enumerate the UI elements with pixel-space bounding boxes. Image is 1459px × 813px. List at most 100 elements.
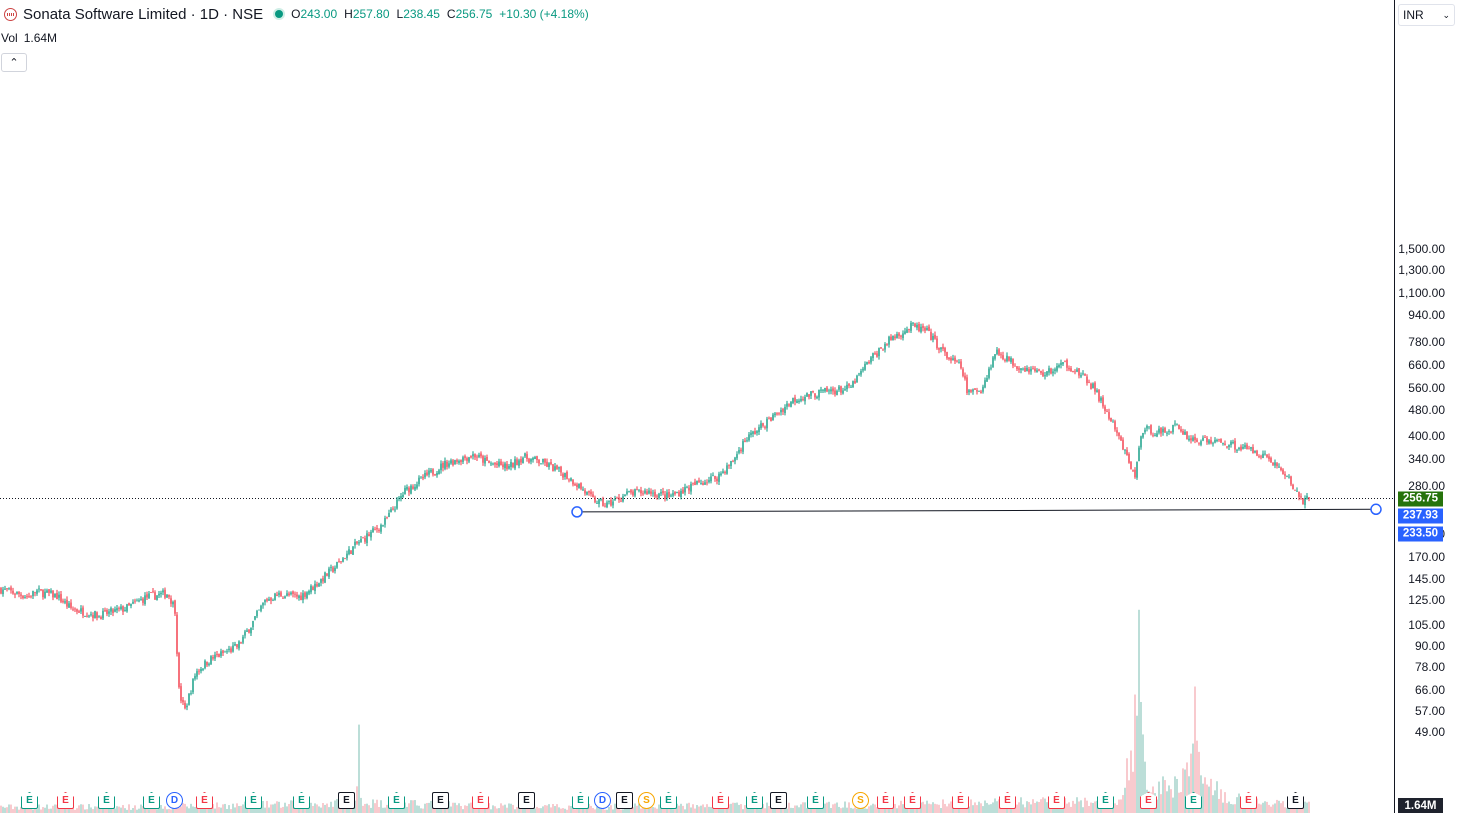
- candle-body: [142, 598, 144, 603]
- volume-bar: [164, 806, 166, 813]
- candle-body: [1224, 443, 1226, 446]
- earnings-marker-icon[interactable]: E: [660, 792, 677, 809]
- earnings-marker-icon[interactable]: E: [770, 792, 787, 809]
- volume-bar: [1228, 801, 1230, 813]
- candle-body: [970, 389, 972, 392]
- earnings-marker-icon[interactable]: E: [999, 792, 1016, 809]
- earnings-marker-icon[interactable]: E: [245, 792, 262, 809]
- candle-body: [1264, 453, 1266, 455]
- earnings-marker-icon[interactable]: E: [1140, 792, 1157, 809]
- volume-bar: [52, 805, 54, 813]
- price-chart[interactable]: [0, 0, 1394, 813]
- dividend-marker-icon[interactable]: D: [594, 792, 611, 809]
- volume-bar: [810, 808, 812, 813]
- earnings-marker-icon[interactable]: E: [196, 792, 213, 809]
- collapse-legend-button[interactable]: ⌃: [1, 53, 27, 72]
- dividend-marker-icon[interactable]: D: [166, 792, 183, 809]
- volume-bar: [564, 808, 566, 813]
- candle-body: [1250, 447, 1252, 449]
- candle-body: [612, 501, 614, 506]
- volume-bar: [288, 804, 290, 813]
- price-tick-label: 57.00: [1414, 703, 1445, 718]
- volume-bar: [1176, 778, 1178, 813]
- trend-line-end-handle[interactable]: [1370, 503, 1382, 516]
- volume-bar: [566, 809, 568, 813]
- earnings-marker-icon[interactable]: E: [1185, 792, 1202, 809]
- earnings-marker-icon[interactable]: E: [432, 792, 449, 809]
- candle-body: [768, 417, 770, 419]
- volume-bar: [490, 809, 492, 813]
- volume-bar: [220, 807, 222, 813]
- price-tick-label: 90.00: [1414, 639, 1445, 654]
- candle-body: [774, 413, 776, 416]
- earnings-marker-icon[interactable]: E: [572, 792, 589, 809]
- candle-body: [140, 599, 142, 600]
- earnings-marker-icon[interactable]: E: [388, 792, 405, 809]
- earnings-marker-icon[interactable]: E: [952, 792, 969, 809]
- trend-line[interactable]: [576, 508, 1377, 513]
- candle-body: [206, 661, 208, 666]
- volume-bar: [106, 805, 108, 813]
- price-tick-label: 49.00: [1414, 725, 1445, 740]
- earnings-marker-icon[interactable]: E: [746, 792, 763, 809]
- earnings-marker-icon[interactable]: E: [98, 792, 115, 809]
- candle-body: [1256, 450, 1258, 456]
- candle-body: [728, 465, 730, 466]
- volume-bar: [206, 806, 208, 813]
- candle-body: [1058, 365, 1060, 367]
- candle-body: [222, 650, 224, 654]
- earnings-marker-icon[interactable]: E: [904, 792, 921, 809]
- earnings-marker-icon[interactable]: E: [616, 792, 633, 809]
- volume-bar: [1120, 799, 1122, 813]
- earnings-marker-icon[interactable]: E: [21, 792, 38, 809]
- volume-bar: [614, 803, 616, 813]
- candle-body: [322, 578, 324, 582]
- candle-body: [722, 471, 724, 474]
- candle-body: [916, 324, 918, 328]
- volume-bar: [38, 804, 40, 813]
- earnings-marker-icon[interactable]: E: [877, 792, 894, 809]
- earnings-marker-icon[interactable]: E: [712, 792, 729, 809]
- split-marker-icon[interactable]: S: [638, 792, 655, 809]
- volume-bar: [188, 808, 190, 813]
- candle-body: [910, 322, 912, 331]
- earnings-marker-icon[interactable]: E: [518, 792, 535, 809]
- candle-body: [512, 462, 514, 468]
- volume-bar: [486, 808, 488, 813]
- candle-body: [422, 476, 424, 479]
- symbol-title[interactable]: Sonata Software Limited · 1D · NSE: [23, 5, 264, 23]
- earnings-marker-icon[interactable]: E: [1240, 792, 1257, 809]
- candle-body: [1070, 368, 1072, 372]
- candle-body: [400, 496, 402, 499]
- earnings-marker-icon[interactable]: E: [1048, 792, 1065, 809]
- earnings-marker-icon[interactable]: E: [293, 792, 310, 809]
- candle-body: [22, 596, 24, 599]
- candle-body: [1104, 406, 1106, 411]
- volume-bar: [488, 803, 490, 813]
- price-axis[interactable]: [1394, 0, 1459, 813]
- candle-body: [292, 591, 294, 594]
- candle-body: [432, 469, 434, 475]
- candle-body: [792, 397, 794, 403]
- volume-bar: [670, 805, 672, 813]
- candle-body: [926, 328, 928, 331]
- company-logo-icon: [4, 7, 17, 21]
- volume-bar: [1126, 758, 1128, 813]
- trend-line-start-handle[interactable]: [571, 506, 583, 518]
- earnings-marker-icon[interactable]: E: [1287, 792, 1304, 809]
- volume-bar: [70, 808, 72, 813]
- earnings-marker-icon[interactable]: E: [338, 792, 355, 809]
- volume-bar: [368, 805, 370, 813]
- split-marker-icon[interactable]: S: [852, 792, 869, 809]
- candle-body: [306, 592, 308, 599]
- earnings-marker-icon[interactable]: E: [143, 792, 160, 809]
- volume-bar: [332, 806, 334, 813]
- earnings-marker-icon[interactable]: E: [1097, 792, 1114, 809]
- earnings-marker-icon[interactable]: E: [807, 792, 824, 809]
- currency-selector[interactable]: INR ⌄: [1398, 4, 1455, 26]
- candle-body: [1056, 366, 1058, 371]
- volume-bar: [606, 809, 608, 813]
- volume-bar: [380, 800, 382, 813]
- earnings-marker-icon[interactable]: E: [472, 792, 489, 809]
- earnings-marker-icon[interactable]: E: [57, 792, 74, 809]
